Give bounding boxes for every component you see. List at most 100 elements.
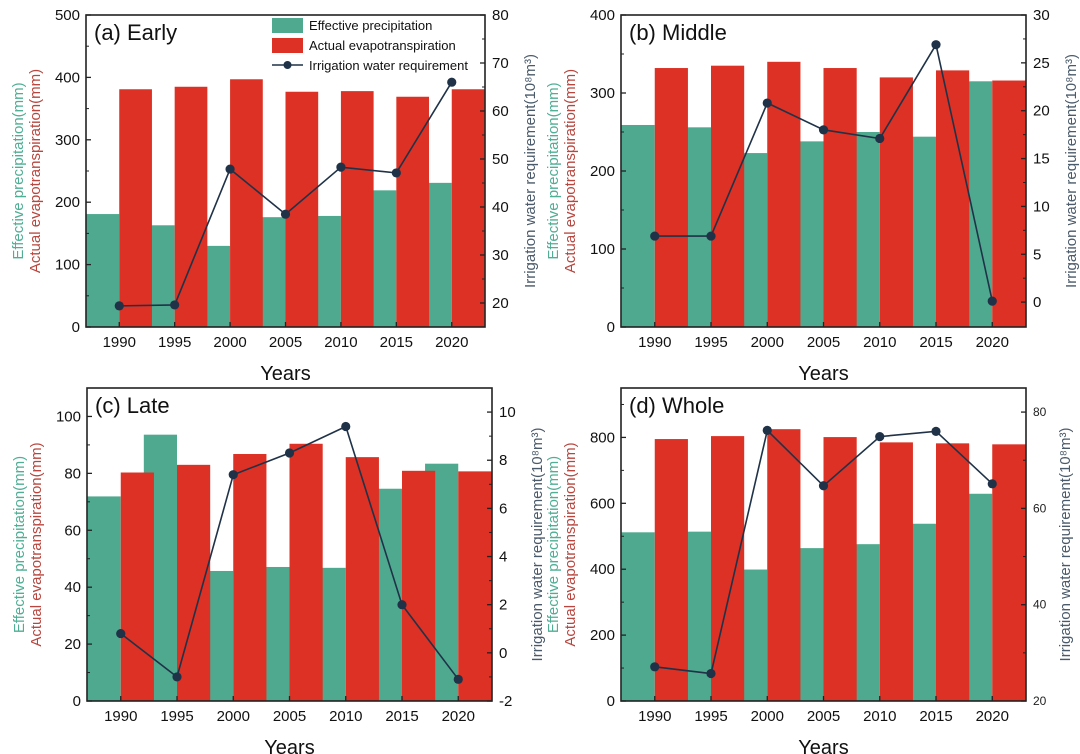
bar-actual-evapotranspiration-1990: [120, 472, 154, 701]
bar-actual-evapotranspiration-2020: [458, 471, 492, 701]
bar-actual-evapotranspiration-1990: [654, 439, 688, 701]
x-tick-label: 2015: [919, 708, 952, 725]
right-tick-label: 60: [1033, 501, 1047, 515]
bar-actual-evapotranspiration-1995: [174, 86, 208, 327]
y-axis-label-actual-evapotranspiration: Actual evapotranspiration(mm): [562, 442, 579, 646]
point-irrigation-2015: [397, 600, 407, 610]
point-irrigation-1990: [650, 662, 660, 672]
left-tick-label: 200: [590, 627, 615, 644]
bar-effective-precipitation-1990: [87, 496, 121, 701]
y-axis-label-irrigation: Irrigation water requirement(10⁸m³): [1063, 54, 1080, 288]
point-irrigation-1995: [170, 300, 180, 310]
right-tick-label: -2: [499, 693, 512, 710]
left-tick-label: 60: [64, 522, 81, 539]
x-tick-label: 2000: [751, 334, 784, 351]
right-tick-label: 20: [492, 295, 509, 312]
point-irrigation-2015: [931, 426, 941, 436]
x-tick-label: 2005: [269, 334, 302, 351]
y-axis-label-irrigation: Irrigation water requirement(10⁸m³): [529, 428, 546, 662]
x-tick-label: 1995: [158, 334, 191, 351]
left-tick-label: 0: [607, 319, 615, 336]
bar-actual-evapotranspiration-2015: [936, 70, 970, 327]
point-irrigation-2010: [875, 432, 885, 442]
x-tick-label: 2020: [976, 334, 1009, 351]
right-tick-label: 4: [499, 549, 507, 566]
bar-actual-evapotranspiration-2000: [767, 61, 801, 328]
left-tick-label: 600: [590, 495, 615, 512]
point-irrigation-2010: [336, 162, 346, 172]
y-axis-label-actual-evapotranspiration: Actual evapotranspiration(mm): [562, 69, 579, 273]
x-tick-label: 2000: [217, 708, 250, 725]
bar-actual-evapotranspiration-2020: [992, 444, 1026, 701]
point-irrigation-2015: [931, 40, 941, 50]
right-tick-label: 2: [499, 597, 507, 614]
point-irrigation-1995: [706, 231, 716, 241]
left-tick-label: 300: [590, 85, 615, 102]
left-tick-label: 100: [590, 241, 615, 258]
point-irrigation-2010: [875, 133, 885, 144]
right-tick-label: 25: [1033, 55, 1050, 72]
x-axis-label: Years: [264, 737, 314, 754]
x-tick-label: 2015: [380, 334, 413, 351]
right-tick-label: 8: [499, 452, 507, 469]
bar-actual-evapotranspiration-2020: [992, 80, 1026, 328]
right-tick-label: 30: [1033, 7, 1050, 24]
x-tick-label: 2010: [863, 708, 896, 725]
y-axis-label-effective-precipitation: Effective precipitation(mm): [545, 456, 562, 633]
left-tick-label: 20: [64, 636, 81, 653]
panel-d: 0 200 400 600 800 20 40 60 80 1990 1995 2000 2005 201…: [545, 387, 1074, 754]
bar-actual-evapotranspiration-2000: [233, 454, 267, 701]
bar-actual-evapotranspiration-2020: [451, 89, 485, 327]
y-axis-label-actual-evapotranspiration: Actual evapotranspiration(mm): [27, 69, 44, 273]
point-irrigation-2015: [391, 168, 401, 178]
legend-swatch-effective-precipitation: [272, 18, 303, 33]
right-tick-label: 80: [1033, 405, 1047, 419]
left-tick-label: 80: [64, 465, 81, 482]
point-irrigation-1995: [172, 672, 182, 682]
point-irrigation-2005: [818, 125, 829, 135]
x-tick-label: 2010: [324, 334, 357, 351]
x-axis-label: Years: [798, 363, 848, 385]
x-tick-label: 2015: [385, 708, 418, 725]
y-axis-label-effective-precipitation: Effective precipitation(mm): [11, 456, 28, 633]
panel-title: (d) Whole: [629, 393, 724, 418]
left-tick-label: 100: [56, 408, 81, 425]
x-tick-label: 2015: [919, 334, 952, 351]
x-tick-label: 1995: [694, 708, 727, 725]
bar-actual-evapotranspiration-1995: [711, 436, 745, 701]
point-irrigation-2020: [987, 479, 997, 489]
point-irrigation-2005: [818, 481, 829, 491]
legend-label-irrigation: Irrigation water requirement: [309, 58, 468, 73]
legend-marker-irrigation: [283, 61, 292, 69]
x-tick-label: 2000: [751, 708, 784, 725]
panel-b: 0 100 200 300 400 0 5 10 15 20 25 30 1990 1995 2000 200…: [545, 7, 1080, 385]
left-tick-label: 500: [55, 7, 80, 24]
bar-actual-evapotranspiration-1990: [654, 68, 688, 327]
x-tick-label: 2010: [329, 708, 362, 725]
bar-actual-evapotranspiration-2010: [340, 91, 374, 328]
bar-actual-evapotranspiration-2010: [345, 457, 379, 701]
right-tick-label: 60: [492, 103, 509, 120]
right-tick-label: 50: [492, 151, 509, 168]
x-axis-label: Years: [260, 363, 310, 385]
left-tick-label: 40: [64, 579, 81, 596]
left-tick-label: 800: [590, 429, 615, 446]
y-axis-label-irrigation: Irrigation water requirement(10⁸m³): [522, 54, 539, 288]
x-tick-label: 2005: [807, 334, 840, 351]
panel-title: (c) Late: [95, 393, 170, 418]
right-tick-label: 0: [1033, 294, 1041, 311]
right-tick-label: 80: [492, 7, 509, 24]
x-tick-label: 2005: [273, 708, 306, 725]
bar-actual-evapotranspiration-2010: [879, 77, 913, 328]
y-axis-label-effective-precipitation: Effective precipitation(mm): [545, 82, 562, 259]
legend-swatch-actual-evapotranspiration: [272, 38, 303, 53]
panel-title: (a) Early: [94, 20, 177, 45]
bar-actual-evapotranspiration-1990: [119, 89, 152, 327]
bar-actual-evapotranspiration-1995: [177, 464, 211, 701]
left-tick-label: 200: [55, 194, 80, 211]
point-irrigation-2000: [225, 164, 235, 174]
y-axis-label-effective-precipitation: Effective precipitation(mm): [10, 82, 27, 259]
right-tick-label: 0: [499, 645, 507, 662]
panel-a: 0 100 200 300 400 500 20 30 40 50 60 70 80 1990 1995 20…: [10, 7, 539, 385]
